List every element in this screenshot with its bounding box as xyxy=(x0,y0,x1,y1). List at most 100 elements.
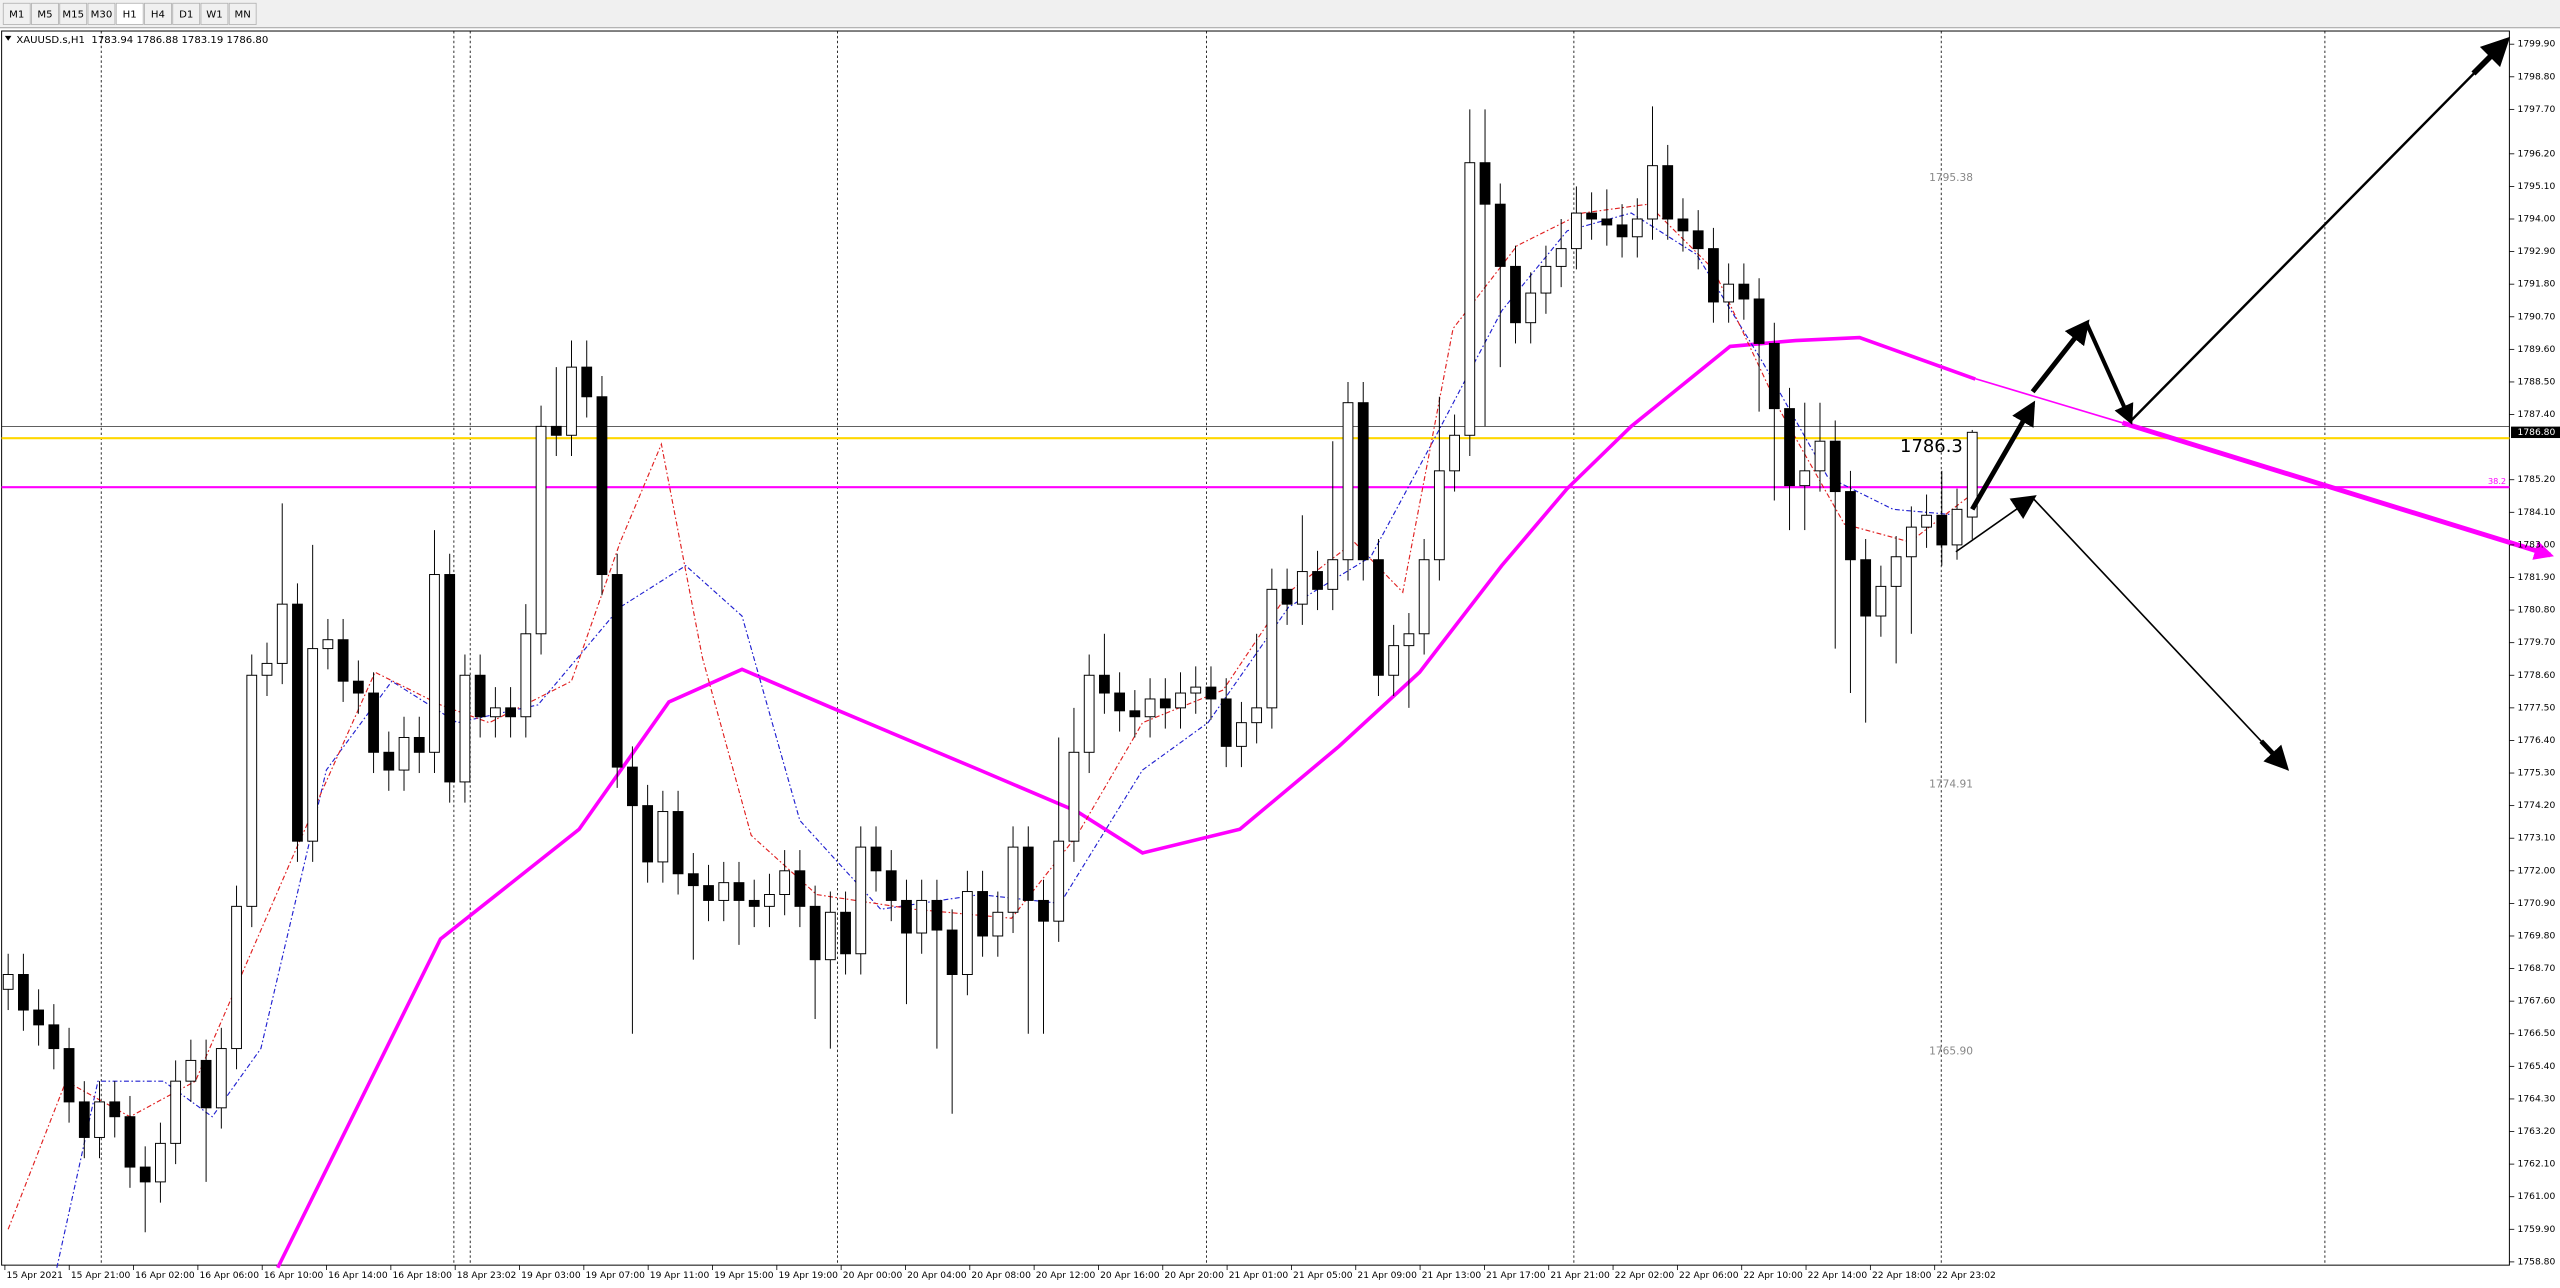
timeframe-label[interactable]: M5 xyxy=(37,10,52,21)
candle-body xyxy=(1220,698,1232,747)
x-tick-label: 16 Apr 10:00 xyxy=(264,1271,324,1281)
x-tick-label: 15 Apr 2021 xyxy=(7,1271,63,1281)
x-tick-label: 16 Apr 18:00 xyxy=(392,1271,452,1281)
y-tick-label: 1770.90 xyxy=(2518,899,2556,909)
candle-body xyxy=(840,911,851,955)
timeframe-label[interactable]: M15 xyxy=(62,10,84,21)
candle-body xyxy=(1662,165,1674,220)
candle-body xyxy=(474,674,486,718)
candle-body xyxy=(1875,585,1887,617)
candle-body xyxy=(855,846,867,955)
timeframe-tab[interactable] xyxy=(144,2,172,25)
timeframe-tab[interactable] xyxy=(59,2,88,25)
arrow xyxy=(2471,36,2511,76)
x-tick-label: 19 Apr 11:00 xyxy=(650,1271,710,1281)
x-tick-label: 22 Apr 06:00 xyxy=(1679,1271,1739,1281)
timeframe-tab[interactable] xyxy=(87,2,116,25)
x-tick-label: 16 Apr 14:00 xyxy=(328,1271,388,1281)
x-tick-label: 20 Apr 20:00 xyxy=(1164,1271,1224,1281)
candle-body xyxy=(33,1009,45,1026)
candle-body xyxy=(109,1101,121,1118)
y-tick-label: 1785.20 xyxy=(2518,475,2556,485)
y-tick-label: 1776.40 xyxy=(2518,736,2556,746)
candle-body xyxy=(657,811,669,863)
candle-body xyxy=(337,639,349,682)
candle-body xyxy=(1083,674,1095,753)
candle-body xyxy=(1768,342,1780,410)
timeframe-tab[interactable] xyxy=(115,2,144,25)
candle-body xyxy=(672,811,684,875)
candle-body xyxy=(1829,440,1841,493)
y-tick-label: 1758.80 xyxy=(2518,1257,2556,1267)
candle-body xyxy=(1099,674,1110,694)
candle-body xyxy=(1510,265,1521,324)
timeframe-label[interactable]: M1 xyxy=(9,10,24,21)
arrow xyxy=(2009,495,2037,519)
candle-body xyxy=(1190,686,1202,694)
candle-body xyxy=(1175,692,1186,709)
timeframe-tab[interactable] xyxy=(172,2,201,25)
timeframe-label[interactable]: H4 xyxy=(151,10,165,21)
y-tick-label: 1789.60 xyxy=(2518,345,2556,355)
current-price-label: 1786.80 xyxy=(2518,428,2556,438)
y-tick-label: 1784.10 xyxy=(2518,508,2556,518)
candle-body xyxy=(1601,218,1613,226)
y-tick-label: 1791.80 xyxy=(2518,280,2556,290)
trend-line xyxy=(1975,377,2123,424)
candle-body xyxy=(611,574,623,768)
x-tick-label: 22 Apr 02:00 xyxy=(1615,1271,1675,1281)
candle-body xyxy=(794,870,806,907)
arrow xyxy=(1970,400,2036,511)
x-tick-label: 20 Apr 00:00 xyxy=(843,1271,903,1281)
candle-body xyxy=(1236,722,1247,747)
candle-body xyxy=(459,674,471,783)
candle-body xyxy=(1022,846,1034,901)
timeframe-tab[interactable] xyxy=(2,2,31,25)
y-tick-label: 1761.00 xyxy=(2518,1192,2556,1202)
big-price-label: 1786.3 xyxy=(1900,436,1963,457)
timeframe-tab[interactable] xyxy=(228,2,257,25)
toolbar xyxy=(0,0,2560,28)
candle-body xyxy=(383,751,395,771)
timeframe-label[interactable]: W1 xyxy=(206,10,222,21)
arrow xyxy=(2030,319,2090,394)
y-tick-label: 1783.00 xyxy=(2518,540,2556,550)
candle-body xyxy=(1266,588,1278,709)
y-tick-label: 1763.20 xyxy=(2518,1127,2556,1137)
y-tick-label: 1798.80 xyxy=(2518,72,2556,82)
candle-body xyxy=(1616,224,1628,238)
candle-body xyxy=(733,882,745,901)
candle-body xyxy=(1418,559,1430,635)
candle-body xyxy=(1677,218,1689,232)
candle-body xyxy=(961,891,973,975)
candle-body xyxy=(1799,470,1811,487)
candle-body xyxy=(627,766,638,807)
timeframe-label[interactable]: D1 xyxy=(179,10,193,21)
plot-frame xyxy=(1,30,2510,1266)
x-tick-label: 15 Apr 21:00 xyxy=(71,1271,131,1281)
timeframe-tab[interactable] xyxy=(200,2,229,25)
candle-body xyxy=(779,870,791,895)
candle-body xyxy=(1007,846,1019,913)
timeframe-label[interactable]: M30 xyxy=(91,10,113,21)
candle-body xyxy=(1845,491,1856,561)
candle-body xyxy=(429,574,440,753)
x-tick-label: 21 Apr 21:00 xyxy=(1550,1271,1610,1281)
moving-average xyxy=(276,335,1976,1269)
candle-body xyxy=(1647,165,1658,220)
candle-body xyxy=(1814,440,1826,472)
x-tick-label: 20 Apr 12:00 xyxy=(1036,1271,1096,1281)
candle-body xyxy=(1692,230,1704,250)
candle-body xyxy=(687,873,699,887)
timeframe-label[interactable]: H1 xyxy=(123,10,137,21)
candle-body xyxy=(1449,434,1460,472)
x-tick-label: 19 Apr 07:00 xyxy=(585,1271,645,1281)
x-tick-label: 22 Apr 18:00 xyxy=(1872,1271,1932,1281)
timeframe-label[interactable]: MN xyxy=(235,10,251,21)
timeframe-tab[interactable] xyxy=(31,2,59,25)
candle-body xyxy=(276,603,288,664)
candle-body xyxy=(1053,840,1065,922)
candle-body xyxy=(398,736,410,771)
